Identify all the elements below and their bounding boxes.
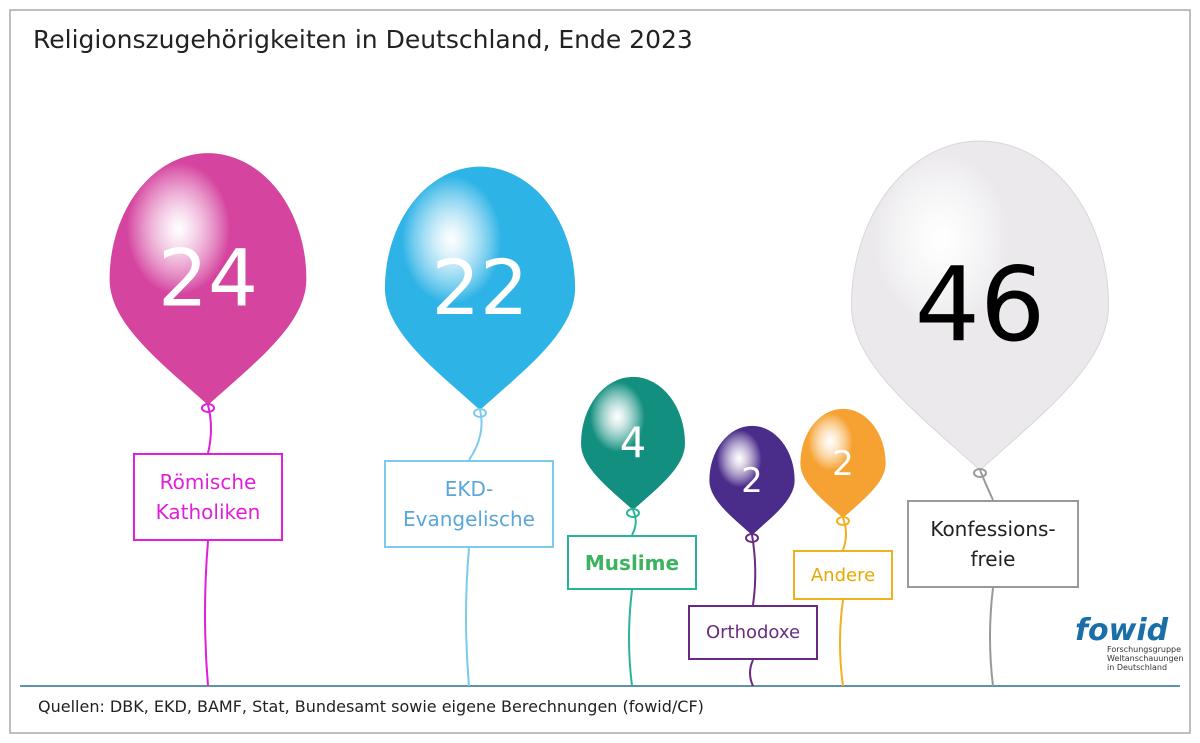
string (989, 587, 994, 687)
knot (973, 468, 987, 478)
value-label: 22 (432, 243, 529, 332)
balloon (109, 153, 307, 405)
balloon (581, 376, 685, 510)
chart-title: Religionszugehörigkeiten in Deutschland,… (33, 25, 693, 54)
balloon (800, 408, 886, 518)
logo: fowid (1075, 613, 1169, 648)
string (468, 409, 483, 461)
knot (473, 408, 487, 418)
category-label: EKD- Evangelische (384, 460, 554, 548)
string (204, 540, 209, 687)
value-label: 4 (620, 418, 646, 467)
value-label: 24 (158, 232, 258, 324)
string (207, 404, 212, 454)
knot (626, 508, 640, 518)
knot (201, 403, 215, 413)
value-label: 2 (832, 444, 854, 484)
knot (836, 516, 850, 526)
category-label: Orthodoxe (688, 605, 818, 660)
category-label: Römische Katholiken (133, 453, 283, 541)
value-label: 46 (915, 246, 1046, 365)
string (842, 517, 847, 551)
balloon (384, 166, 576, 410)
string (628, 589, 633, 687)
value-label: 2 (741, 461, 763, 501)
category-label: Andere (793, 550, 893, 600)
string (979, 469, 994, 501)
balloon (709, 425, 795, 535)
string (631, 509, 637, 536)
knot (745, 533, 759, 543)
category-label: Konfessions- freie (907, 500, 1079, 588)
balloon (850, 140, 1110, 471)
string (465, 547, 470, 687)
source: Quellen: DBK, EKD, BAMF, Stat, Bundesamt… (38, 697, 704, 716)
logo-subtitle: Forschungsgruppe Weltanschauungen in Deu… (1107, 645, 1184, 672)
string (749, 659, 754, 687)
string (839, 599, 844, 687)
category-label: Muslime (567, 535, 697, 590)
